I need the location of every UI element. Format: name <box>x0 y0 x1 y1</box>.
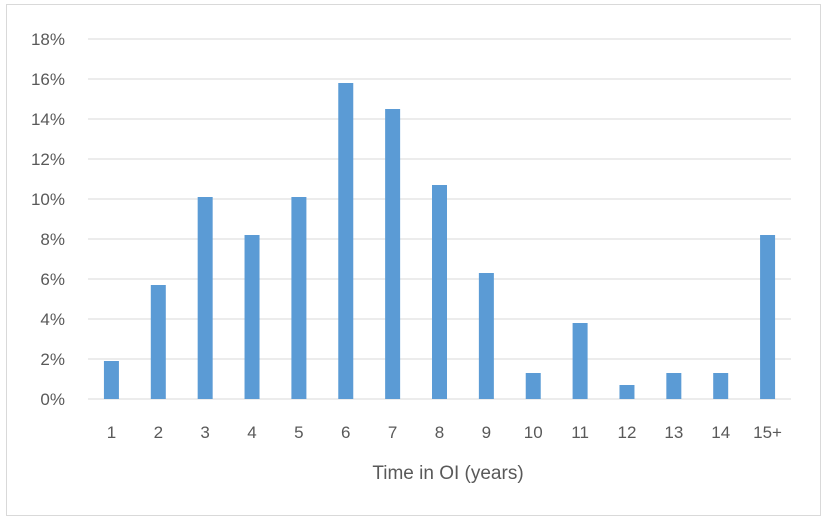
y-tick-label: 10% <box>31 190 65 209</box>
y-tick-label: 6% <box>40 270 65 289</box>
bar <box>338 83 354 399</box>
bar <box>666 373 682 399</box>
x-tick-label: 1 <box>107 423 116 442</box>
y-tick-label: 4% <box>40 310 65 329</box>
x-tick-label: 7 <box>388 423 397 442</box>
bar <box>572 323 588 399</box>
x-tick-label: 4 <box>247 423 256 442</box>
bar <box>525 373 541 399</box>
x-tick-label: 3 <box>200 423 209 442</box>
bar <box>619 385 635 399</box>
chart-frame <box>6 4 821 516</box>
x-tick-label: 15+ <box>753 423 782 442</box>
x-tick-label: 9 <box>482 423 491 442</box>
bar <box>244 235 260 399</box>
x-tick-label: 10 <box>524 423 543 442</box>
y-tick-label: 14% <box>31 110 65 129</box>
bar <box>760 235 776 399</box>
x-tick-label: 13 <box>664 423 683 442</box>
y-tick-label: 2% <box>40 350 65 369</box>
bar <box>713 373 729 399</box>
bar <box>150 285 166 399</box>
bar <box>197 197 213 399</box>
x-axis-title: Time in OI (years) <box>372 463 523 484</box>
y-tick-label: 0% <box>40 390 65 409</box>
x-tick-label: 11 <box>571 423 589 442</box>
bar <box>291 197 307 399</box>
x-tick-label: 2 <box>154 423 163 442</box>
bar <box>103 361 119 399</box>
x-tick-label: 14 <box>711 423 730 442</box>
y-tick-label: 8% <box>40 230 65 249</box>
bar <box>385 109 401 399</box>
y-tick-label: 18% <box>31 30 65 49</box>
bars <box>103 83 776 399</box>
x-axis-ticks: 1 2 3 4 5 6 7 8 9 10 11 12 13 14 15+ <box>107 423 782 442</box>
y-axis-ticks: 0% 2% 4% 6% 8% 10% 12% 14% 16% 18% <box>31 30 65 409</box>
x-tick-label: 8 <box>435 423 444 442</box>
bar <box>478 273 494 399</box>
y-tick-label: 16% <box>31 70 65 89</box>
bar <box>432 185 447 399</box>
x-tick-label: 6 <box>341 423 350 442</box>
x-tick-label: 12 <box>618 423 637 442</box>
y-tick-label: 12% <box>31 150 65 169</box>
x-tick-label: 5 <box>294 423 303 442</box>
